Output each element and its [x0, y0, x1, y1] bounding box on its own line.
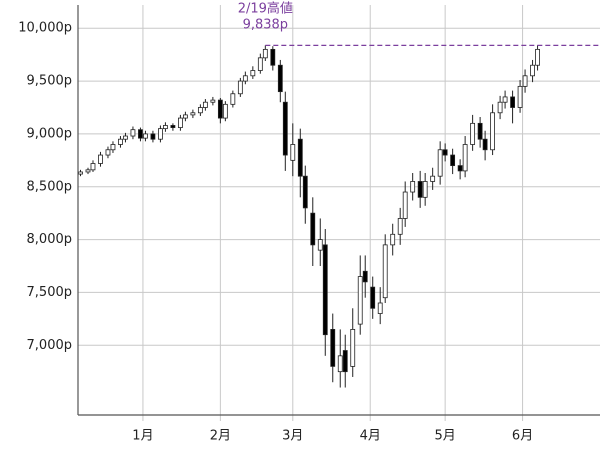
- candle-body: [202, 101, 208, 108]
- candle-body: [250, 70, 256, 77]
- candle-body: [158, 128, 163, 140]
- candle-body: [222, 103, 228, 119]
- candle-body: [270, 48, 276, 66]
- candle-body: [130, 129, 136, 137]
- candle-body: [90, 163, 96, 171]
- candle-body: [502, 96, 508, 103]
- candle-body: [382, 244, 388, 299]
- candle-body: [462, 144, 468, 172]
- mark-layer: [78, 45, 540, 388]
- candle-body: [535, 48, 540, 66]
- candle-body: [530, 64, 535, 77]
- grid-layer: [78, 5, 600, 421]
- candle-body: [310, 212, 316, 246]
- candle-body: [377, 302, 383, 314]
- candle-body: [422, 181, 428, 198]
- y-tick-label: 7,000p: [27, 338, 72, 353]
- candle-body: [482, 138, 488, 151]
- candle-body: [277, 64, 283, 93]
- candle-body: [282, 101, 288, 156]
- candle-body: [123, 135, 128, 140]
- candle-body: [430, 175, 436, 182]
- candle-body: [98, 154, 103, 164]
- candle-body: [357, 276, 363, 325]
- candle-body: [85, 169, 91, 173]
- candle-body: [410, 181, 416, 193]
- candle-body: [242, 75, 248, 82]
- candle-body: [477, 122, 483, 140]
- candle-body: [190, 112, 196, 116]
- candle-body: [143, 133, 148, 139]
- candle-body: [110, 144, 116, 151]
- candle-body: [517, 85, 523, 108]
- x-tick-label: 2月: [210, 429, 231, 444]
- candle-body: [182, 114, 188, 119]
- y-tick-label: 7,500p: [27, 285, 72, 300]
- candle-body: [390, 233, 396, 246]
- candle-body: [297, 138, 303, 177]
- candle-body: [317, 239, 323, 251]
- candle-body: [510, 96, 515, 108]
- candle-body: [342, 350, 348, 373]
- y-tick-label: 9,500p: [27, 74, 72, 89]
- candle-body: [105, 149, 111, 156]
- candle-body: [397, 218, 403, 235]
- candle-body: [78, 171, 83, 175]
- candle-body: [262, 48, 268, 59]
- x-tick-label: 3月: [282, 429, 303, 444]
- candle-body: [370, 286, 376, 309]
- candle-body: [138, 129, 143, 139]
- candle-body: [402, 191, 408, 219]
- candle-body: [210, 99, 216, 103]
- y-tick-label: 9,000p: [27, 126, 72, 141]
- candle-body: [237, 80, 243, 95]
- candle-body: [170, 125, 176, 128]
- candle-body: [230, 93, 236, 105]
- candle-body: [150, 133, 156, 140]
- candle-body: [470, 122, 476, 145]
- candle-body: [302, 175, 308, 209]
- x-tick-label: 5月: [435, 429, 456, 444]
- annotation-text: 2/19高値: [238, 1, 293, 17]
- candle-body: [417, 181, 423, 198]
- y-tick-label: 8,500p: [27, 179, 72, 194]
- candle-body: [178, 117, 183, 128]
- y-tick-label: 8,000p: [27, 232, 72, 247]
- candle-body: [437, 149, 443, 177]
- candle-body: [322, 244, 328, 336]
- candle-body: [197, 107, 203, 114]
- candle-body: [350, 329, 356, 367]
- x-tick-label: 1月: [132, 429, 153, 444]
- candle-body: [450, 154, 456, 167]
- candle-body: [118, 138, 123, 145]
- candle-body: [457, 165, 463, 172]
- candle-body: [490, 112, 496, 151]
- candle-body: [337, 355, 343, 373]
- candle-body: [217, 99, 223, 119]
- candle-body: [257, 57, 263, 71]
- candle-body: [362, 270, 368, 283]
- y-tick-label: 10,000p: [18, 21, 72, 36]
- x-tick-label: 4月: [360, 429, 381, 444]
- candle-body: [330, 329, 336, 367]
- candle-body: [522, 75, 528, 87]
- candle-body: [497, 101, 503, 114]
- candle-body: [442, 149, 448, 156]
- candle-body: [163, 125, 168, 130]
- candle-body: [290, 144, 296, 161]
- annotation-value: 9,838p: [243, 18, 288, 33]
- x-tick-label: 6月: [512, 429, 533, 444]
